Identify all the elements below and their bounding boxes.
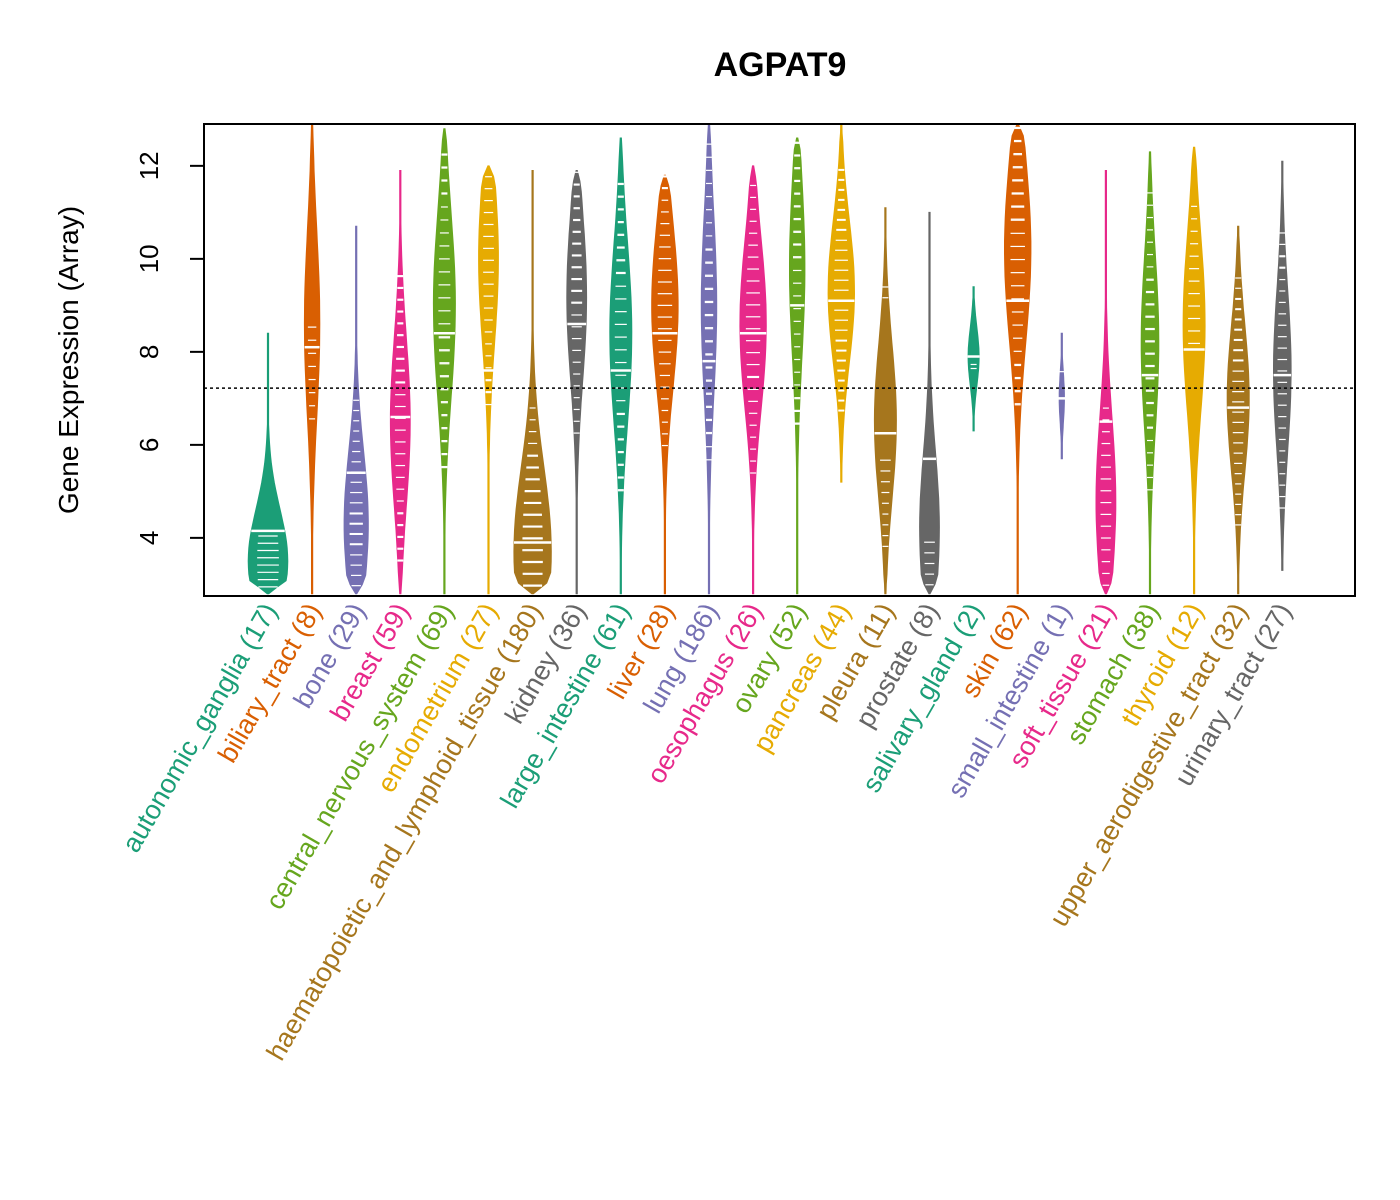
- violin-biliary_tract: [303, 123, 321, 595]
- violin-body: [827, 123, 856, 483]
- violin-body: [1273, 160, 1292, 571]
- violin-ovary: [789, 137, 806, 595]
- violin-body: [513, 170, 552, 595]
- violin-body: [739, 165, 767, 595]
- violin-body: [919, 211, 940, 595]
- y-tick-label: 6: [134, 438, 164, 452]
- violin-kidney: [566, 170, 588, 595]
- violin-breast: [389, 170, 411, 595]
- violin-body: [609, 137, 633, 595]
- violin-haematopoietic_and_lymphoid_tissue: [513, 170, 552, 595]
- violin-central_nervous_system: [432, 128, 456, 595]
- violin-bone: [343, 225, 369, 595]
- violin-body: [1226, 225, 1250, 595]
- violin-soft_tissue: [1095, 170, 1117, 595]
- violin-body: [1140, 151, 1160, 595]
- violin-urinary_tract: [1273, 160, 1292, 571]
- violin-body: [566, 170, 588, 595]
- violin-body: [303, 123, 321, 595]
- chart-title: AGPAT9: [714, 46, 847, 84]
- violin-stomach: [1140, 151, 1160, 595]
- violin-prostate: [919, 211, 940, 595]
- violin-autonomic_ganglia: [247, 332, 289, 595]
- violin-pleura: [873, 207, 897, 595]
- violin-oesophagus: [739, 165, 767, 595]
- violin-body: [967, 286, 980, 432]
- violin-liver: [651, 174, 679, 595]
- y-tick-label: 8: [134, 345, 164, 359]
- violin-small_intestine: [1055, 332, 1068, 460]
- violin-upper_aerodigestive_tract: [1226, 225, 1250, 595]
- y-axis-label: Gene Expression (Array): [53, 206, 84, 514]
- plot-frame: [203, 123, 1356, 597]
- y-tick-label: 4: [134, 531, 164, 545]
- violin-lung: [700, 123, 718, 595]
- violin-body: [247, 332, 289, 595]
- violin-body: [1182, 146, 1206, 595]
- violins-layer: [247, 123, 1292, 595]
- violin-body: [789, 137, 806, 595]
- violin-thyroid: [1182, 146, 1206, 595]
- violin-skin: [1004, 123, 1032, 595]
- violin-large_intestine: [609, 137, 633, 595]
- violin-body: [1095, 170, 1117, 595]
- y-tick-label: 12: [134, 151, 164, 180]
- violin-body: [1058, 332, 1065, 460]
- violin-endometrium: [478, 165, 499, 595]
- violin-pancreas: [827, 123, 856, 483]
- violin-body: [700, 123, 718, 595]
- y-axis: 4 6 8 10 12: [134, 151, 205, 545]
- violin-body: [651, 174, 679, 595]
- violin-salivary_gland: [967, 286, 980, 432]
- violin-body: [873, 207, 897, 595]
- x-axis-labels: autonomic_ganglia (17)biliary_tract (8)b…: [116, 598, 1297, 1065]
- violin-body: [432, 128, 456, 595]
- y-tick-label: 10: [134, 244, 164, 273]
